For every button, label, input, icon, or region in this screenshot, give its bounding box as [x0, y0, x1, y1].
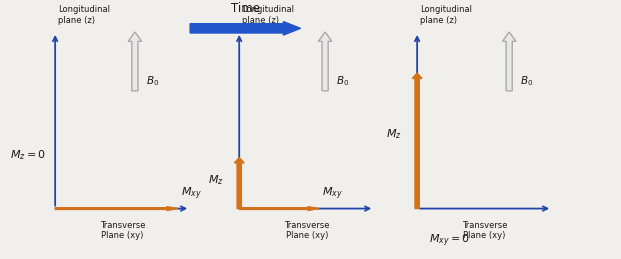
FancyArrow shape — [412, 73, 422, 208]
Text: $M_{xy}$: $M_{xy}$ — [181, 186, 202, 203]
Text: $M_z = 0$: $M_z = 0$ — [10, 148, 46, 162]
Text: $M_{xy}$: $M_{xy}$ — [322, 186, 343, 203]
Text: Time: Time — [231, 2, 260, 15]
Text: Longitudinal
plane (z): Longitudinal plane (z) — [58, 5, 110, 25]
Text: $B_0$: $B_0$ — [146, 75, 159, 88]
FancyArrow shape — [239, 207, 319, 211]
FancyArrow shape — [55, 207, 178, 211]
FancyArrow shape — [190, 21, 301, 35]
Text: Transverse
Plane (xy): Transverse Plane (xy) — [100, 221, 145, 240]
FancyArrow shape — [234, 157, 244, 208]
FancyArrow shape — [128, 32, 142, 91]
FancyArrow shape — [502, 32, 516, 91]
Text: $B_0$: $B_0$ — [520, 75, 533, 88]
Text: Longitudinal
plane (z): Longitudinal plane (z) — [242, 5, 294, 25]
Text: Longitudinal
plane (z): Longitudinal plane (z) — [420, 5, 472, 25]
Text: $M_z$: $M_z$ — [208, 174, 224, 188]
Text: Transverse
Plane (xy): Transverse Plane (xy) — [284, 221, 330, 240]
Text: $B_0$: $B_0$ — [336, 75, 350, 88]
Text: $M_{xy} = 0$: $M_{xy} = 0$ — [429, 233, 471, 249]
Text: Transverse
Plane (xy): Transverse Plane (xy) — [462, 221, 507, 240]
Text: $M_z$: $M_z$ — [386, 127, 402, 141]
FancyArrow shape — [319, 32, 332, 91]
